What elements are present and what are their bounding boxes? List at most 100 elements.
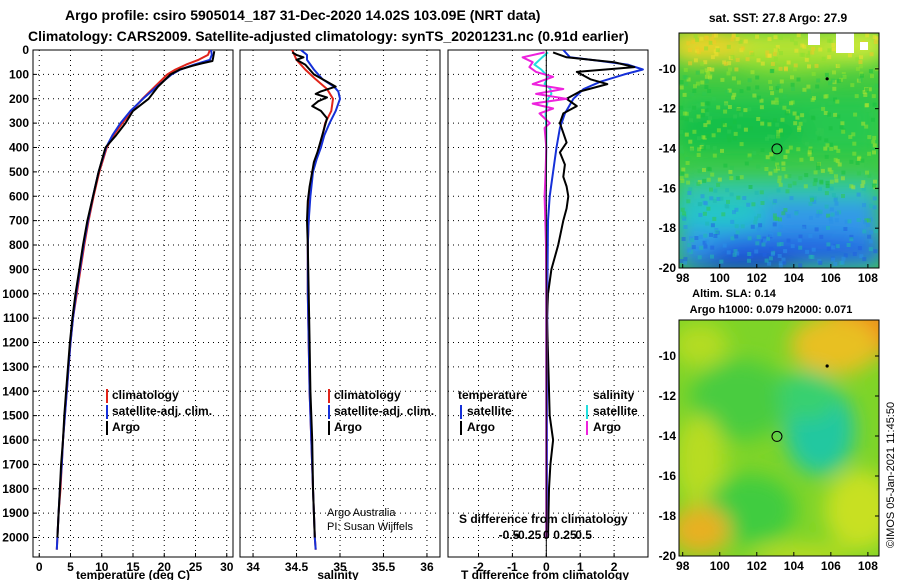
x-tick-label-15: 15 <box>126 560 140 574</box>
x-tick-label-2: 2 <box>611 560 618 574</box>
imos-watermark: ©IMOS 05-Jan-2021 11:45:50 <box>885 402 897 548</box>
lat-tick-label--20: -20 <box>659 549 677 563</box>
lon-tick-label-102: 102 <box>747 271 767 285</box>
x-tick-label--2: -2 <box>473 560 484 574</box>
sla-map-subtitle: Argo h1000: 0.079 h2000: 0.071 <box>690 304 853 316</box>
depth-tick-label-1000: 1000 <box>2 287 29 301</box>
legend-label-t-argo: Argo <box>467 420 495 434</box>
sst-map: sat. SST: 27.8 Argo: 27.9 98 100 10 <box>659 11 880 285</box>
lon-tick-label-102: 102 <box>747 559 767 573</box>
legend-label-s-satellite: satellite <box>593 404 638 418</box>
depth-tick-label-700: 700 <box>9 214 29 228</box>
depth-tick-label-100: 100 <box>9 67 29 81</box>
legend-label-argo: Argo <box>112 420 140 434</box>
lat-tick-label--14: -14 <box>659 429 677 443</box>
depth-tick-label-1700: 1700 <box>2 457 29 471</box>
lat-tick-label--16: -16 <box>659 469 677 483</box>
depth-tick-label-200: 200 <box>9 92 29 106</box>
x-tick-label-10: 10 <box>95 560 109 574</box>
s-difference-axis-title: S difference from climatology <box>459 512 628 526</box>
depth-tick-label-1100: 1100 <box>3 311 29 325</box>
credit-line2: PI: Susan Wijffels <box>327 521 413 533</box>
lon-tick-label-104: 104 <box>784 271 804 285</box>
legend-label-argo-s: Argo <box>334 420 362 434</box>
sla-map-title: Altim. SLA: 0.14 <box>692 288 777 300</box>
depth-tick-label-1600: 1600 <box>2 433 29 447</box>
depth-tick-label-1300: 1300 <box>2 360 29 374</box>
figure-title-line1: Argo profile: csiro 5905014_187 31-Dec-2… <box>65 7 540 23</box>
lon-tick-label-98: 98 <box>676 271 690 285</box>
depth-tick-label-1900: 1900 <box>2 506 29 520</box>
salinity-plot-frame <box>239 49 441 558</box>
difference-panel: -2 -1 0 1 2 T difference from climatology te… <box>447 49 649 580</box>
series-line-argo <box>56 51 216 538</box>
x-tick-label-34: 34 <box>246 560 260 574</box>
lat-tick-label--10: -10 <box>659 62 677 76</box>
depth-tick-label-1400: 1400 <box>2 384 29 398</box>
s-diff-tick-label-0.25: 0.25 <box>553 528 577 542</box>
lat-tick-label--12: -12 <box>659 389 677 403</box>
lat-tick-label--18: -18 <box>659 509 677 523</box>
depth-tick-label-2000: 2000 <box>2 531 29 545</box>
sla-map-frame <box>678 319 880 557</box>
x-tick-label-35.5: 35.5 <box>372 560 396 574</box>
legend-label-climatology-s: climatology <box>334 388 401 402</box>
lon-tick-label-108: 108 <box>858 271 878 285</box>
lon-tick-label-108: 108 <box>858 559 878 573</box>
sst-map-title: sat. SST: 27.8 Argo: 27.9 <box>709 11 848 25</box>
depth-tick-label-900: 900 <box>9 262 29 276</box>
depth-tick-label-0: 0 <box>22 43 29 57</box>
x-tick-label--1: -1 <box>507 560 518 574</box>
t-difference-axis-label: T difference from climatology <box>461 568 629 580</box>
lon-tick-label-106: 106 <box>821 559 841 573</box>
lat-tick-label--10: -10 <box>659 349 677 363</box>
argo-position-marker <box>771 143 783 155</box>
sla-map: Altim. SLA: 0.14 Argo h1000: 0.079 h2000… <box>659 288 880 573</box>
series-line-argo <box>291 51 337 538</box>
legend-salinity-heading: salinity <box>593 388 635 402</box>
lat-tick-label--14: -14 <box>659 142 677 156</box>
legend-label-climatology: climatology <box>112 388 179 402</box>
legend-label-satellite: satellite-adj. clim. <box>112 404 212 418</box>
x-tick-label-30: 30 <box>220 560 234 574</box>
depth-tick-label-1200: 1200 <box>2 336 29 350</box>
figure-title-line2: Climatology: CARS2009. Satellite-adjuste… <box>28 28 629 44</box>
x-tick-label-20: 20 <box>158 560 172 574</box>
x-tick-label-5: 5 <box>67 560 74 574</box>
x-tick-label-34.5: 34.5 <box>285 560 309 574</box>
x-tick-label-25: 25 <box>189 560 203 574</box>
legend-label-satellite-s: satellite-adj. clim. <box>334 404 434 418</box>
salinity-panel: 34 34.5 35 35.5 36 salinity climatology sate… <box>239 49 441 580</box>
depth-tick-label-800: 800 <box>9 238 29 252</box>
legend-label-t-satellite: satellite <box>467 404 512 418</box>
temperature-axis-label: temperature (deg C) <box>76 568 190 580</box>
float-dot-icon <box>825 77 829 81</box>
lon-tick-label-106: 106 <box>821 271 841 285</box>
temperature-plot-frame <box>32 49 234 558</box>
legend-label-s-argo: Argo <box>593 420 621 434</box>
s-diff-tick-label-0.5: 0.5 <box>575 528 592 542</box>
lat-tick-label--20: -20 <box>659 261 677 275</box>
argo-position-marker-sla <box>771 430 783 442</box>
credit-line1: Argo Australia <box>327 507 396 519</box>
sst-map-frame <box>678 32 880 269</box>
s-diff-tick-label--0.5: -0.5 <box>499 528 520 542</box>
x-tick-label-36: 36 <box>420 560 434 574</box>
float-dot-icon-sla <box>825 364 829 368</box>
lat-tick-label--18: -18 <box>659 221 677 235</box>
series-line-salinity-argo <box>521 51 568 538</box>
lon-tick-label-98: 98 <box>676 559 690 573</box>
s-diff-tick-label-0: 0 <box>543 528 550 542</box>
lat-tick-label--16: -16 <box>659 181 677 195</box>
x-tick-label-0: 0 <box>36 560 43 574</box>
legend-temperature-heading: temperature <box>458 388 528 402</box>
x-tick-label-1: 1 <box>577 560 584 574</box>
depth-tick-label-1500: 1500 <box>2 409 29 423</box>
x-tick-label-0: 0 <box>543 560 550 574</box>
depth-tick-label-400: 400 <box>9 141 29 155</box>
depth-tick-label-500: 500 <box>9 165 29 179</box>
salinity-axis-label: salinity <box>317 568 359 580</box>
lon-tick-label-100: 100 <box>710 559 730 573</box>
lon-tick-label-100: 100 <box>710 271 730 285</box>
